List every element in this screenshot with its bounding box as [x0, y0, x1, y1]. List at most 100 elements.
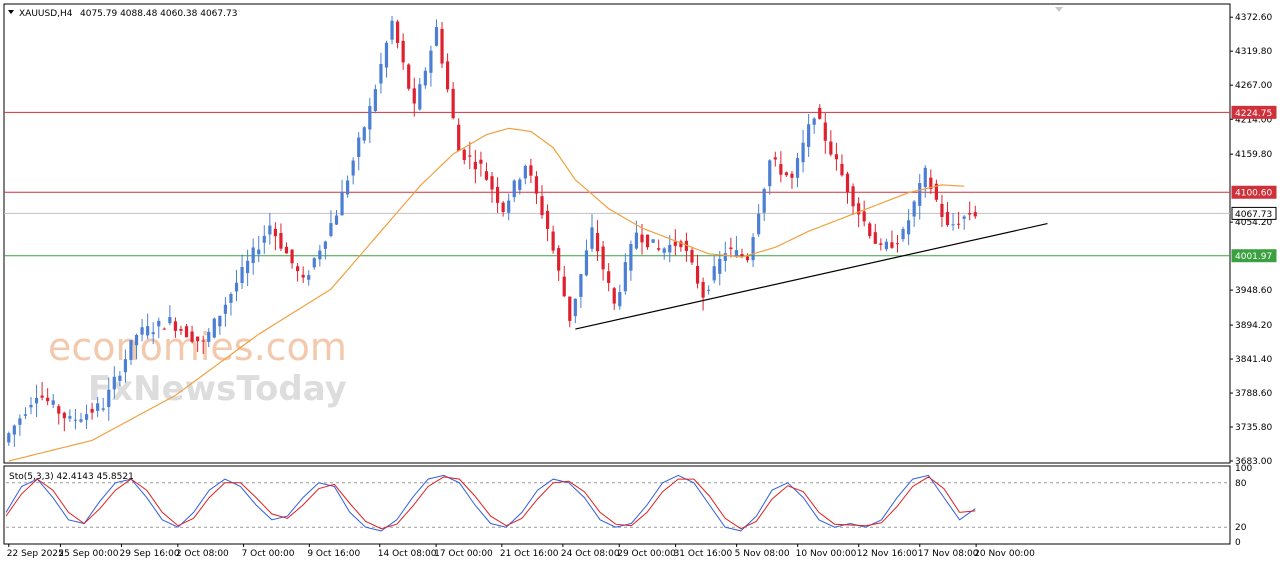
candle[interactable]	[962, 215, 966, 230]
candle[interactable]	[595, 220, 600, 261]
scroll-marker-icon[interactable]	[1055, 7, 1063, 12]
candle[interactable]	[57, 404, 61, 425]
candle[interactable]	[457, 118, 461, 152]
candle[interactable]	[279, 223, 283, 251]
candle[interactable]	[640, 223, 644, 255]
candle[interactable]	[218, 315, 222, 335]
candle[interactable]	[490, 171, 494, 203]
candle[interactable]	[357, 132, 361, 171]
candle[interactable]	[812, 117, 816, 134]
candle[interactable]	[768, 159, 772, 195]
candle[interactable]	[468, 141, 472, 170]
candle[interactable]	[168, 305, 172, 326]
candle[interactable]	[568, 296, 572, 328]
candle[interactable]	[945, 202, 950, 227]
candle[interactable]	[573, 298, 577, 324]
candle[interactable]	[7, 431, 11, 446]
candle[interactable]	[434, 19, 439, 47]
candle[interactable]	[790, 170, 794, 189]
candle[interactable]	[129, 340, 133, 366]
candle[interactable]	[18, 414, 22, 436]
candle[interactable]	[445, 53, 450, 93]
candle[interactable]	[801, 129, 805, 173]
candle[interactable]	[23, 407, 28, 420]
candle[interactable]	[479, 151, 483, 177]
candle[interactable]	[423, 67, 427, 89]
candle[interactable]	[79, 412, 83, 423]
candle[interactable]	[12, 424, 16, 447]
candle[interactable]	[684, 232, 689, 262]
candle[interactable]	[545, 204, 550, 242]
candle[interactable]	[829, 130, 833, 157]
candle[interactable]	[34, 384, 39, 418]
candle[interactable]	[590, 214, 594, 253]
candle[interactable]	[751, 233, 755, 268]
candle[interactable]	[290, 249, 294, 269]
candle[interactable]	[484, 162, 489, 181]
candle[interactable]	[840, 154, 844, 177]
candle[interactable]	[246, 249, 250, 287]
candle[interactable]	[562, 265, 566, 298]
candle[interactable]	[501, 200, 505, 217]
candle[interactable]	[734, 236, 739, 258]
candle[interactable]	[701, 277, 705, 311]
candle[interactable]	[634, 220, 639, 250]
candle[interactable]	[340, 179, 344, 216]
moving-average-line[interactable]	[8, 127, 965, 462]
candle[interactable]	[146, 313, 150, 340]
candle[interactable]	[851, 183, 855, 216]
candle[interactable]	[301, 266, 305, 284]
candle[interactable]	[373, 84, 377, 114]
candle[interactable]	[679, 239, 683, 252]
candle[interactable]	[773, 151, 777, 167]
candle[interactable]	[307, 270, 311, 286]
candle[interactable]	[323, 240, 327, 260]
candle[interactable]	[601, 241, 605, 281]
candle[interactable]	[957, 211, 961, 229]
candle[interactable]	[973, 205, 977, 219]
candle[interactable]	[884, 238, 888, 252]
trendline[interactable]	[575, 222, 1048, 330]
stoch-panel[interactable]	[3, 465, 1231, 545]
candle[interactable]	[934, 179, 938, 202]
candle[interactable]	[268, 213, 272, 245]
candle[interactable]	[951, 212, 955, 231]
candle[interactable]	[695, 254, 700, 289]
candle[interactable]	[179, 325, 183, 335]
candle[interactable]	[473, 149, 477, 184]
candle[interactable]	[873, 223, 877, 244]
candle[interactable]	[845, 171, 850, 204]
candle[interactable]	[512, 179, 516, 203]
candle[interactable]	[395, 19, 400, 49]
candle[interactable]	[507, 193, 511, 221]
candle[interactable]	[312, 257, 316, 270]
candle[interactable]	[662, 247, 666, 260]
candle[interactable]	[123, 349, 128, 383]
candle[interactable]	[901, 226, 905, 242]
candle[interactable]	[412, 77, 416, 117]
candle[interactable]	[379, 52, 383, 94]
candle[interactable]	[40, 382, 44, 401]
candle[interactable]	[868, 221, 872, 239]
candle[interactable]	[529, 158, 533, 183]
candle[interactable]	[645, 234, 650, 250]
candle[interactable]	[918, 174, 922, 220]
candle[interactable]	[73, 408, 78, 430]
candle[interactable]	[495, 177, 500, 213]
candle[interactable]	[62, 411, 66, 432]
candle[interactable]	[257, 235, 261, 263]
candle[interactable]	[929, 169, 933, 194]
price-axis[interactable]: 4372.60 4319.80 4267.00 4214.00 4159.80 4054.…	[1230, 13, 1272, 548]
candle[interactable]	[940, 194, 944, 227]
candle[interactable]	[273, 222, 277, 251]
candle[interactable]	[623, 253, 627, 295]
candle[interactable]	[912, 200, 916, 227]
candle[interactable]	[151, 322, 155, 345]
candle[interactable]	[834, 142, 839, 171]
candle[interactable]	[207, 328, 211, 348]
candle[interactable]	[440, 22, 444, 68]
candle[interactable]	[184, 323, 189, 338]
candle[interactable]	[657, 239, 661, 252]
